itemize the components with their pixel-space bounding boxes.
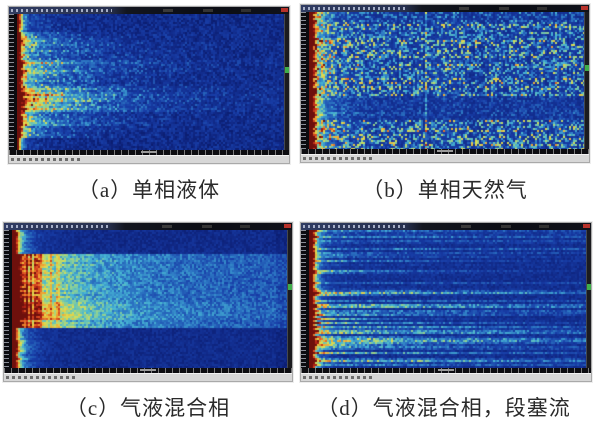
caption-c: （c）气液混合相 — [65, 396, 231, 420]
scrollbar — [584, 12, 589, 149]
y-axis-tick-labels — [301, 12, 309, 149]
plot-area — [309, 230, 586, 368]
y-axis-tick-labels — [4, 230, 12, 368]
x-axis-label-smudge — [140, 369, 156, 371]
spectrogram-window-c — [3, 222, 293, 382]
titlebar-menu-smudge — [162, 225, 173, 228]
scroll-marker-icon — [585, 65, 589, 72]
window-body — [301, 12, 589, 149]
window-titlebar — [301, 223, 591, 230]
scrollbar — [284, 14, 289, 150]
close-button-icon — [581, 6, 588, 10]
x-axis-ticks — [9, 150, 289, 155]
window-titlebar — [9, 7, 289, 14]
window-titlebar — [4, 223, 292, 230]
status-bar — [9, 155, 289, 163]
close-button-icon — [284, 224, 291, 228]
titlebar-text-smudge — [6, 225, 110, 228]
scroll-marker-icon — [587, 283, 591, 290]
x-axis-ticks — [4, 368, 292, 373]
spectrogram-canvas-c — [12, 230, 287, 368]
plot-area — [12, 230, 287, 368]
window-body — [9, 14, 289, 150]
spectrogram-window-b — [300, 4, 590, 163]
y-axis-tick-labels — [301, 230, 309, 368]
titlebar-text-smudge — [303, 225, 408, 228]
x-axis-label-smudge — [438, 369, 454, 371]
spectrogram-window-d — [300, 222, 592, 382]
close-button-icon — [281, 8, 288, 12]
spectrogram-canvas-d — [309, 230, 586, 368]
scroll-marker-icon — [288, 283, 292, 290]
y-axis-tick-labels — [9, 14, 17, 150]
scroll-marker-icon — [285, 67, 289, 74]
scrollbar — [287, 230, 292, 368]
spectrogram-canvas-a — [17, 14, 284, 150]
titlebar-text-smudge — [303, 7, 407, 10]
status-text-smudge — [6, 376, 78, 379]
status-bar — [301, 373, 591, 381]
status-text-smudge — [303, 157, 375, 160]
spectrogram-canvas-b — [309, 12, 584, 149]
status-bar — [4, 373, 292, 381]
status-text-smudge — [303, 376, 375, 379]
status-text-smudge — [11, 158, 83, 161]
titlebar-menu-smudge — [163, 9, 173, 12]
scrollbar — [586, 230, 591, 368]
caption-b: （b）单相天然气 — [362, 178, 528, 202]
spectrogram-window-a — [8, 6, 290, 164]
plot-area — [309, 12, 584, 149]
x-axis-label-smudge — [437, 150, 453, 152]
window-titlebar — [301, 5, 589, 12]
titlebar-menu-smudge — [459, 7, 470, 10]
x-axis-ticks — [301, 368, 591, 373]
x-axis-ticks — [301, 149, 589, 154]
status-bar — [301, 154, 589, 162]
close-button-icon — [583, 224, 590, 228]
caption-a: （a）单相液体 — [77, 178, 221, 202]
titlebar-text-smudge — [11, 9, 112, 12]
plot-area — [17, 14, 284, 150]
window-body — [4, 230, 292, 368]
x-axis-label-smudge — [141, 151, 157, 153]
caption-d: （d）气液混合相，段塞流 — [317, 396, 571, 420]
window-body — [301, 230, 591, 368]
titlebar-menu-smudge — [460, 225, 471, 228]
